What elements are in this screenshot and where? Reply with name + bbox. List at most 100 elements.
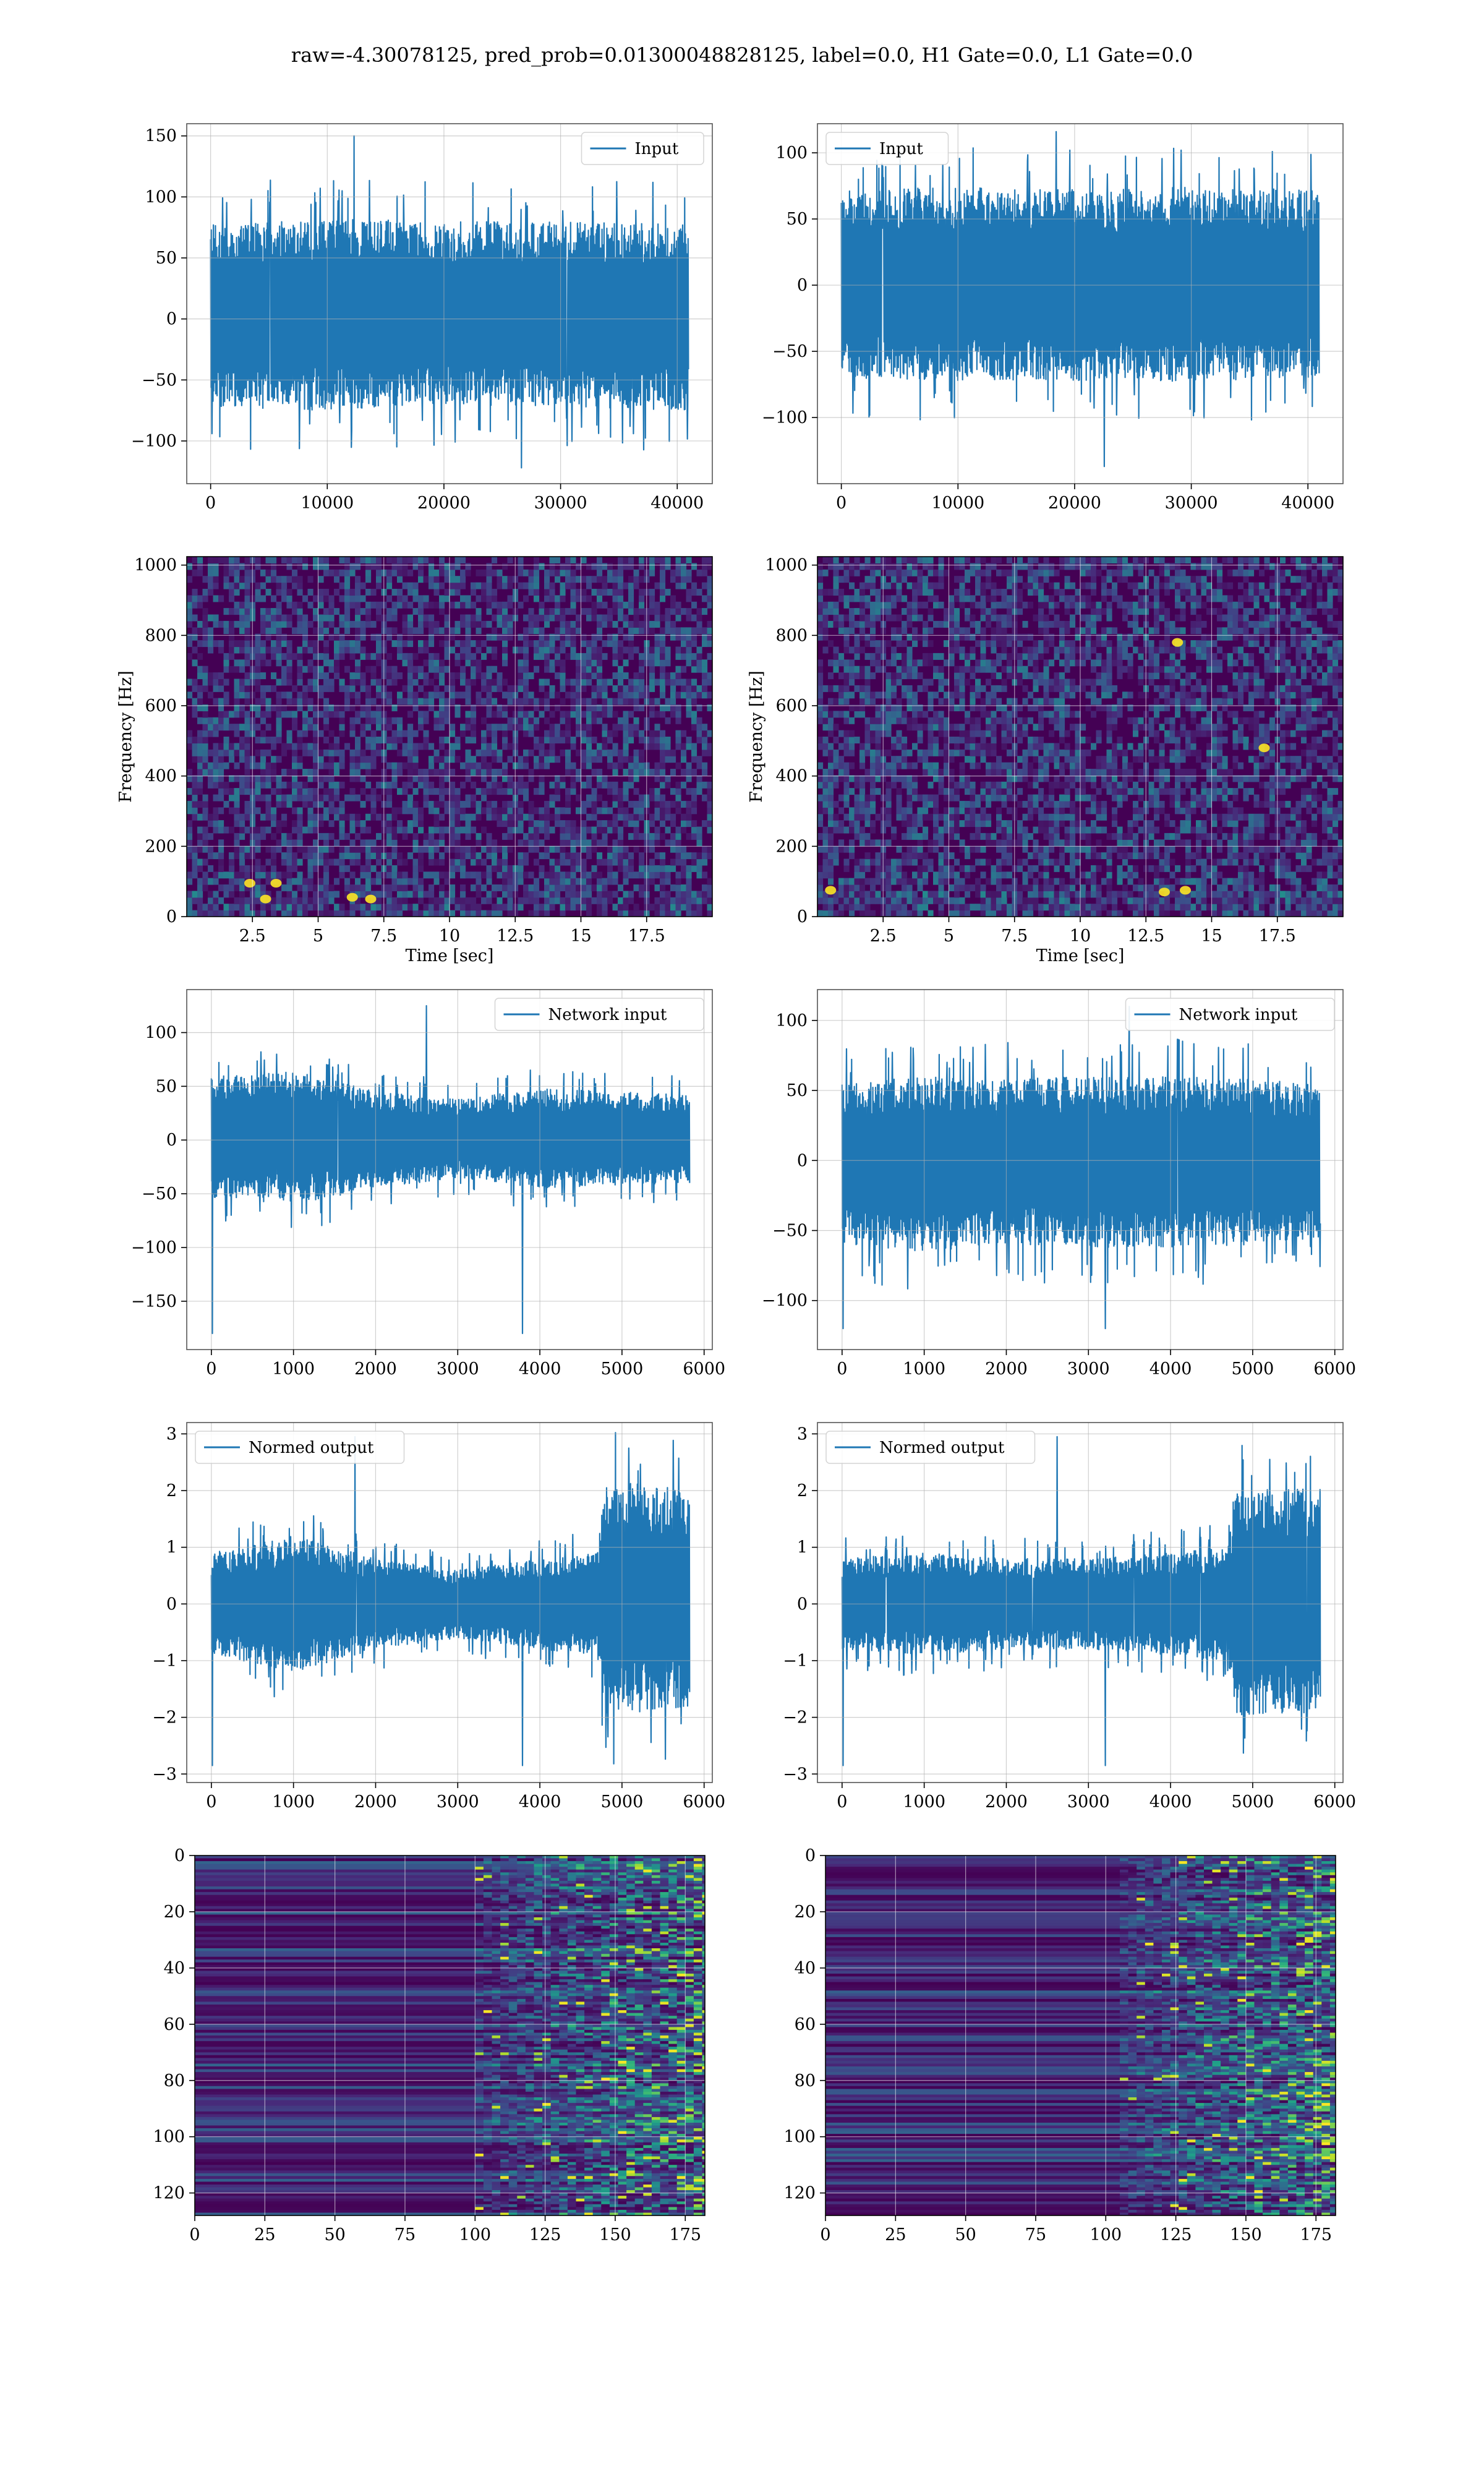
heatmap-cell <box>313 775 319 782</box>
heatmap-cell <box>292 910 298 917</box>
heatmap-cell <box>576 589 582 596</box>
heatmap-cell <box>870 756 876 763</box>
heatmap-cell <box>465 620 471 628</box>
heatmap-cell <box>986 813 992 821</box>
heatmap-cell <box>570 769 576 776</box>
heatmap-cell <box>975 589 981 596</box>
heatmap-cell <box>980 640 986 648</box>
heatmap-cell <box>702 563 708 570</box>
heatmap-cell <box>544 807 550 815</box>
heatmap-cell <box>292 826 298 834</box>
heatmap-cell <box>450 730 456 737</box>
heatmap-cell <box>534 820 540 828</box>
heatmap-cell <box>423 691 429 699</box>
heatmap-cell <box>397 576 403 583</box>
heatmap-cell <box>570 878 576 885</box>
heatmap-cell <box>607 640 613 648</box>
heatmap-cell <box>902 672 908 680</box>
heatmap-cell <box>313 704 319 711</box>
heatmap-cell <box>949 910 955 917</box>
heatmap-cell <box>870 633 876 641</box>
heatmap-cell <box>917 884 923 891</box>
heatmap-cell <box>502 800 508 808</box>
heatmap-cell <box>959 897 965 904</box>
heatmap-cell <box>386 557 393 563</box>
heatmap-cell <box>670 633 676 641</box>
heatmap-cell <box>229 646 235 654</box>
heatmap-cell <box>297 845 303 853</box>
heatmap-cell <box>302 666 309 673</box>
heatmap-cell <box>570 711 576 718</box>
heatmap-cell <box>539 646 545 654</box>
heatmap-cell <box>828 871 834 879</box>
heatmap-cell <box>465 910 471 917</box>
heatmap-cell <box>412 910 419 917</box>
heatmap-cell <box>870 781 876 789</box>
heatmap-cell <box>670 711 676 718</box>
heatmap-cell <box>938 833 944 840</box>
heatmap-cell <box>302 884 309 891</box>
heatmap-cell <box>244 678 250 686</box>
heatmap-cell <box>307 865 313 872</box>
heatmap-cell <box>586 563 592 570</box>
heatmap-cell <box>691 724 697 731</box>
heatmap-cell <box>864 685 871 692</box>
heatmap-cell <box>281 833 288 840</box>
heatmap-cell <box>507 557 513 563</box>
heatmap-cell <box>471 910 477 917</box>
heatmap-cell <box>975 800 981 808</box>
heatmap-cell <box>397 826 403 834</box>
heatmap-cell <box>597 576 603 583</box>
heatmap-cell <box>602 685 608 692</box>
heatmap-cell <box>991 595 997 602</box>
heatmap-cell <box>602 576 608 583</box>
heatmap-cell <box>933 878 939 885</box>
heatmap-cell <box>255 737 261 743</box>
heatmap-cell <box>686 813 692 821</box>
heatmap-cell <box>959 781 965 789</box>
heatmap-cell <box>822 826 829 834</box>
y-tick-label: 1000 <box>134 556 177 575</box>
y-tick-label: 0 <box>166 310 177 329</box>
heatmap-cell <box>612 820 618 828</box>
heatmap-cell <box>492 788 498 795</box>
heatmap-cell <box>843 601 850 609</box>
heatmap-cell <box>833 589 839 596</box>
heatmap-cell <box>906 858 913 866</box>
heatmap-cell <box>323 717 330 724</box>
heatmap-cell <box>817 576 824 583</box>
heatmap-cell <box>570 576 576 583</box>
heatmap-cell <box>344 608 351 615</box>
heatmap-cell <box>686 743 692 750</box>
heatmap-cell <box>197 769 203 776</box>
heatmap-cell <box>286 891 292 898</box>
heatmap-cell <box>965 614 971 622</box>
heatmap-cell <box>360 608 366 615</box>
heatmap-cell <box>234 620 240 628</box>
heatmap-cell <box>891 633 897 641</box>
heatmap-cell <box>349 852 356 860</box>
heatmap-cell <box>681 666 687 673</box>
heatmap-cell <box>970 672 976 680</box>
heatmap-cell <box>912 563 918 570</box>
heatmap-cell <box>938 904 944 911</box>
heatmap-cell <box>492 601 498 609</box>
heatmap-cell <box>581 833 587 840</box>
heatmap-cell <box>244 749 250 756</box>
axes-frame <box>186 123 713 484</box>
heatmap-cell <box>218 640 224 648</box>
heatmap-cell <box>218 865 224 872</box>
heatmap-cell <box>691 711 697 718</box>
heatmap-cell <box>938 839 944 847</box>
heatmap-cell <box>975 620 981 628</box>
heatmap-cell <box>486 582 492 589</box>
heatmap-cell <box>276 653 282 660</box>
heatmap-cell <box>912 826 918 834</box>
heatmap-cell <box>418 640 424 648</box>
heatmap-cell <box>260 749 267 756</box>
heatmap-cell <box>229 878 235 885</box>
heatmap-cell <box>649 730 655 737</box>
heatmap-cell <box>429 800 435 808</box>
heatmap-cell <box>902 666 908 673</box>
heatmap-cell <box>429 852 435 860</box>
